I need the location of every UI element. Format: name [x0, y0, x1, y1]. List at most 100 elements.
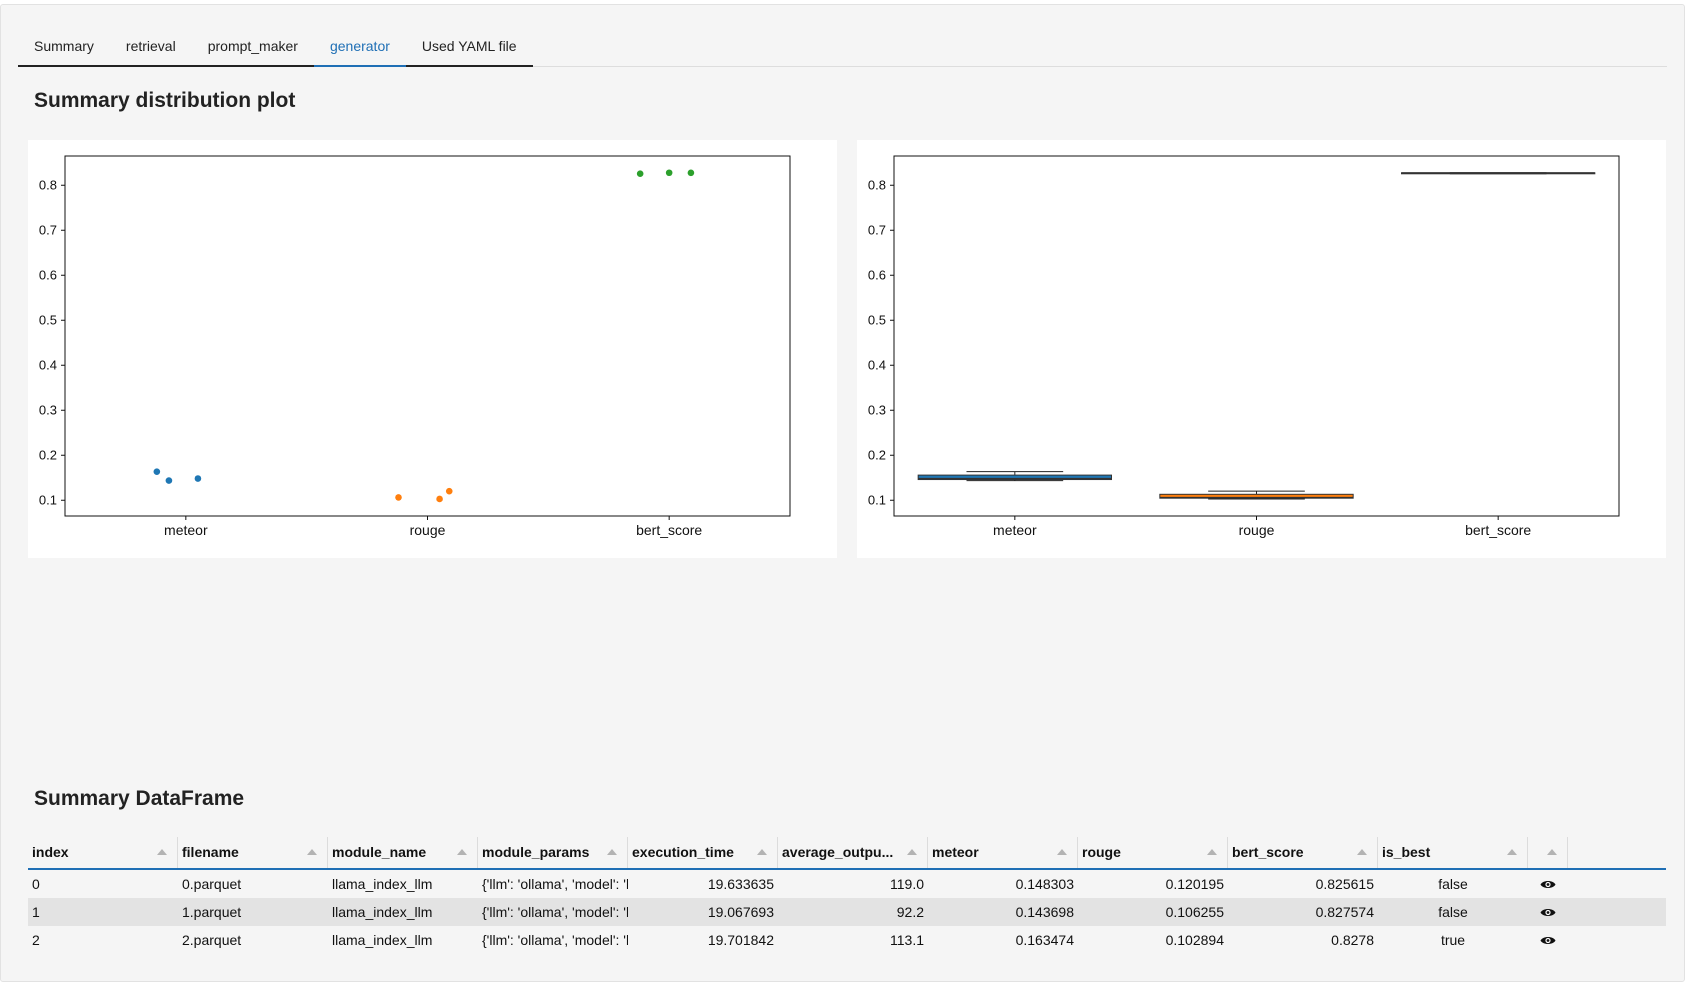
y-tick-label: 0.6 — [39, 267, 57, 282]
data-point — [194, 475, 202, 482]
sort-icon[interactable] — [307, 849, 317, 855]
summary-table: index filename module_name module_params… — [28, 837, 1666, 954]
plot-frame — [893, 155, 1620, 517]
column-header-filename[interactable]: filename — [178, 837, 328, 868]
column-header-average-output[interactable]: average_outpu... — [778, 837, 928, 868]
column-header-module-params[interactable]: module_params — [478, 837, 628, 868]
cell-rouge: 0.102894 — [1165, 932, 1224, 948]
sort-icon[interactable] — [1207, 849, 1217, 855]
data-point — [436, 495, 443, 503]
y-tick-label: 0.7 — [39, 222, 57, 237]
x-tick-label: meteor — [993, 522, 1037, 538]
cell-bert-score: 0.8278 — [1331, 932, 1374, 948]
table-header: index filename module_name module_params… — [28, 837, 1666, 870]
column-header-meteor[interactable]: meteor — [928, 837, 1078, 868]
y-tick-label: 0.3 — [868, 402, 886, 417]
cell-filename: 2.parquet — [182, 932, 242, 948]
tab-bar: Summary retrieval prompt_maker generator… — [18, 29, 533, 67]
cell-execution-time: 19.067693 — [707, 904, 774, 920]
sort-icon[interactable] — [1507, 849, 1517, 855]
y-tick-label: 0.7 — [868, 222, 886, 237]
column-header-rouge[interactable]: rouge — [1078, 837, 1228, 868]
y-tick-label: 0.1 — [868, 492, 886, 507]
data-point — [395, 494, 402, 501]
x-tick-label: bert_score — [1465, 522, 1531, 538]
sort-icon[interactable] — [607, 849, 617, 855]
data-point — [636, 170, 644, 178]
cell-rouge: 0.106255 — [1165, 904, 1224, 920]
app-panel: Summary retrieval prompt_maker generator… — [0, 4, 1685, 982]
y-tick-label: 0.2 — [868, 447, 886, 462]
column-header-index[interactable]: index — [28, 837, 178, 868]
column-header-module-name[interactable]: module_name — [328, 837, 478, 868]
y-tick-label: 0.5 — [868, 312, 886, 327]
sort-icon[interactable] — [457, 849, 467, 855]
cell-module-name: llama_index_llm — [332, 876, 433, 892]
sort-icon[interactable] — [757, 849, 767, 855]
cell-bert-score: 0.827574 — [1315, 904, 1374, 920]
column-header-execution-time[interactable]: execution_time — [628, 837, 778, 868]
data-point — [153, 468, 161, 475]
plot-section-title: Summary distribution plot — [34, 89, 296, 112]
cell-is-best: false — [1438, 904, 1468, 920]
cell-bert-score: 0.825615 — [1315, 876, 1374, 892]
tabs-divider — [18, 66, 1667, 67]
view-row-button[interactable] — [1528, 870, 1568, 898]
x-tick-label: meteor — [164, 522, 208, 538]
box-body — [1159, 493, 1354, 499]
x-tick-label: rouge — [1239, 522, 1275, 538]
y-tick-label: 0.2 — [39, 447, 57, 462]
y-tick-label: 0.4 — [39, 357, 57, 372]
sort-icon[interactable] — [1057, 849, 1067, 855]
view-row-button[interactable] — [1528, 898, 1568, 926]
cell-index: 2 — [32, 932, 40, 948]
cell-is-best: false — [1438, 876, 1468, 892]
y-tick-label: 0.8 — [39, 177, 57, 192]
x-tick-label: rouge — [410, 522, 446, 538]
sort-icon[interactable] — [1547, 849, 1557, 855]
box-plot: 0.1 0.2 0.3 0.4 0.5 0.6 0.7 0.8 meteor rouge bert_… — [868, 155, 1620, 538]
strip-plot: 0.1 0.2 0.3 0.4 0.5 0.6 0.7 0.8 meteor rouge bert_… — [39, 155, 791, 538]
strip-plot-card: 0.1 0.2 0.3 0.4 0.5 0.6 0.7 0.8 meteor rouge bert_… — [28, 140, 837, 558]
eye-icon[interactable] — [1540, 935, 1556, 946]
cell-module-params: {'llm': 'ollama', 'model': 'l — [482, 904, 628, 920]
tab-generator[interactable]: generator — [313, 30, 406, 67]
x-tick-label: bert_score — [636, 522, 702, 538]
sort-icon[interactable] — [157, 849, 167, 855]
box-plot-card: 0.1 0.2 0.3 0.4 0.5 0.6 0.7 0.8 meteor rouge bert_… — [857, 140, 1666, 558]
table-row[interactable]: 2 2.parquet llama_index_llm {'llm': 'ollama… — [28, 926, 1666, 954]
cell-index: 1 — [32, 904, 40, 920]
tab-prompt-maker[interactable]: prompt_maker — [191, 30, 314, 67]
cell-index: 0 — [32, 876, 40, 892]
box-body — [917, 474, 1112, 481]
cell-is-best: true — [1440, 932, 1466, 948]
cell-average-output: 113.1 — [890, 932, 924, 948]
column-header-bert-score[interactable]: bert_score — [1228, 837, 1378, 868]
cell-module-name: llama_index_llm — [332, 932, 433, 948]
table-row[interactable]: 1 1.parquet llama_index_llm {'llm': 'ollama… — [28, 898, 1666, 926]
data-point — [687, 169, 695, 177]
cell-rouge: 0.120195 — [1165, 876, 1224, 892]
data-point — [445, 487, 453, 495]
tab-summary[interactable]: Summary — [18, 30, 110, 67]
eye-icon[interactable] — [1540, 879, 1556, 890]
sort-icon[interactable] — [1357, 849, 1367, 855]
y-tick-label: 0.1 — [39, 492, 57, 507]
y-tick-label: 0.5 — [39, 312, 57, 327]
sort-icon[interactable] — [907, 849, 917, 855]
table-body: 0 0.parquet llama_index_llm {'llm': 'ollama… — [28, 870, 1666, 954]
tab-retrieval[interactable]: retrieval — [109, 30, 192, 67]
cell-average-output: 92.2 — [896, 904, 924, 920]
table-row[interactable]: 0 0.parquet llama_index_llm {'llm': 'ollama… — [28, 870, 1666, 898]
plot-frame — [64, 155, 791, 517]
table-section-title: Summary DataFrame — [34, 787, 245, 810]
view-row-button[interactable] — [1528, 926, 1568, 954]
column-header-is-best[interactable]: is_best — [1378, 837, 1528, 868]
tab-used-yaml-file[interactable]: Used YAML file — [405, 30, 533, 67]
cell-module-name: llama_index_llm — [332, 904, 433, 920]
column-header-actions[interactable] — [1528, 837, 1568, 868]
cell-filename: 1.parquet — [182, 904, 242, 920]
eye-icon[interactable] — [1540, 907, 1556, 918]
y-tick-label: 0.3 — [39, 402, 57, 417]
cell-execution-time: 19.701842 — [707, 932, 774, 948]
